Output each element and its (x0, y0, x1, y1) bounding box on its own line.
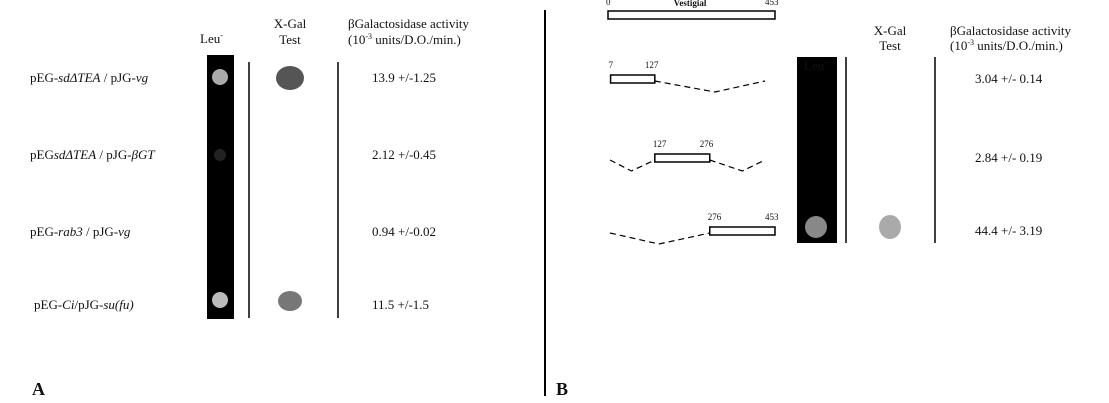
activity-units: (10-3 units/D.O./min.) (950, 38, 1063, 53)
leu-header: Leu- (200, 31, 223, 46)
deletion-line (655, 81, 765, 92)
xgal-spot (879, 215, 901, 239)
residue-label: 276 (708, 212, 722, 222)
fragment-bar (611, 75, 655, 83)
colony (214, 149, 226, 161)
residue-label: 276 (700, 139, 714, 149)
deletion-line (610, 233, 710, 244)
construct-label: pEG-rab3 / pJG-vg (30, 224, 131, 239)
activity-units: (10-3 units/D.O./min.) (348, 32, 461, 47)
protein-bar (608, 11, 775, 19)
colony (805, 216, 827, 238)
leu-header: Leu- (804, 58, 827, 73)
residue-label: 453 (765, 212, 779, 222)
construct-part: vg (136, 70, 149, 85)
construct-part: vg (118, 224, 131, 239)
deletion-line (610, 160, 655, 171)
construct-label: pEGsdΔTEA / pJG-βGT (30, 147, 155, 162)
construct-part: / pJG- (100, 70, 135, 85)
construct-label: pEG-Ci/pJG-su(fu) (34, 297, 134, 312)
xgal-header: X-Gal (874, 23, 907, 38)
residue-label: 127 (645, 60, 659, 70)
colony (212, 292, 228, 308)
construct-part: sdΔTEA (54, 147, 96, 162)
construct-part: βGT (131, 147, 156, 162)
construct-part: su(fu) (103, 297, 133, 312)
activity-value: 44.4 +/- 3.19 (975, 223, 1042, 238)
construct-part: Ci (62, 297, 75, 312)
xgal-spot (276, 66, 304, 90)
construct-part: / pJG- (96, 147, 131, 162)
leu-plate-strip (797, 57, 837, 243)
construct-part: /pJG- (74, 297, 103, 312)
construct-label: pEG-sdΔTEA / pJG-vg (30, 70, 149, 85)
xgal-header: X-Gal (274, 16, 307, 31)
activity-value: 3.04 +/- 0.14 (975, 71, 1043, 86)
xgal-header: Test (879, 38, 901, 53)
fragment-bar (710, 227, 775, 235)
deletion-line (710, 160, 765, 171)
activity-value: 2.12 +/-0.45 (372, 147, 436, 162)
colony (212, 69, 228, 85)
construct-part: / pJG- (83, 224, 118, 239)
activity-header: βGalactosidase activity (950, 23, 1072, 38)
activity-value: 13.9 +/-1.25 (372, 70, 436, 85)
construct-part: pEG- (30, 70, 58, 85)
leu-plate-strip (207, 55, 234, 319)
construct-part: sdΔTEA (58, 70, 100, 85)
residue-label: 127 (653, 139, 667, 149)
fragment-bar (655, 154, 710, 162)
activity-value: 0.94 +/-0.02 (372, 224, 436, 239)
protein-name: Vestigial (674, 0, 707, 8)
activity-header: βGalactosidase activity (348, 16, 470, 31)
xgal-header: Test (279, 32, 301, 47)
construct-part: pEG (30, 147, 54, 162)
activity-value: 11.5 +/-1.5 (372, 297, 429, 312)
residue-label: 7 (609, 60, 614, 70)
figure: Leu- X-Gal Test βGalactosidase activity … (0, 0, 1109, 403)
construct-part: pEG- (30, 224, 58, 239)
construct-part: pEG- (34, 297, 62, 312)
residue-label: 0 (606, 0, 611, 7)
panel-label: A (32, 379, 45, 399)
construct-part: rab3 (58, 224, 83, 239)
activity-value: 2.84 +/- 0.19 (975, 150, 1042, 165)
xgal-spot (278, 291, 302, 311)
panel-label: B (556, 379, 568, 399)
residue-label: 453 (765, 0, 779, 7)
